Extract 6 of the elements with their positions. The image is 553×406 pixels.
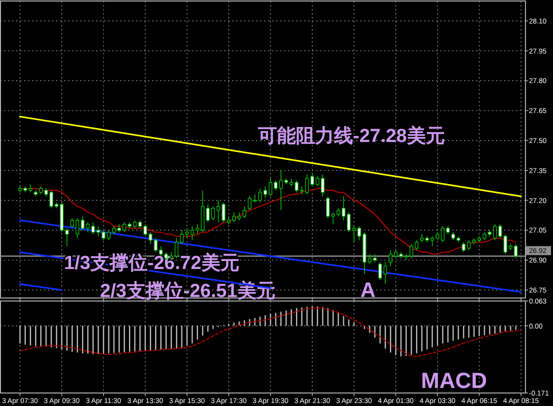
line-series: [20, 308, 522, 357]
candlestick: [414, 240, 418, 251]
annotation: MACD: [421, 368, 487, 393]
annotation: 可能阻力线-27.28美元: [257, 125, 445, 147]
candlestick: [326, 196, 330, 219]
annotation: A: [360, 279, 376, 302]
